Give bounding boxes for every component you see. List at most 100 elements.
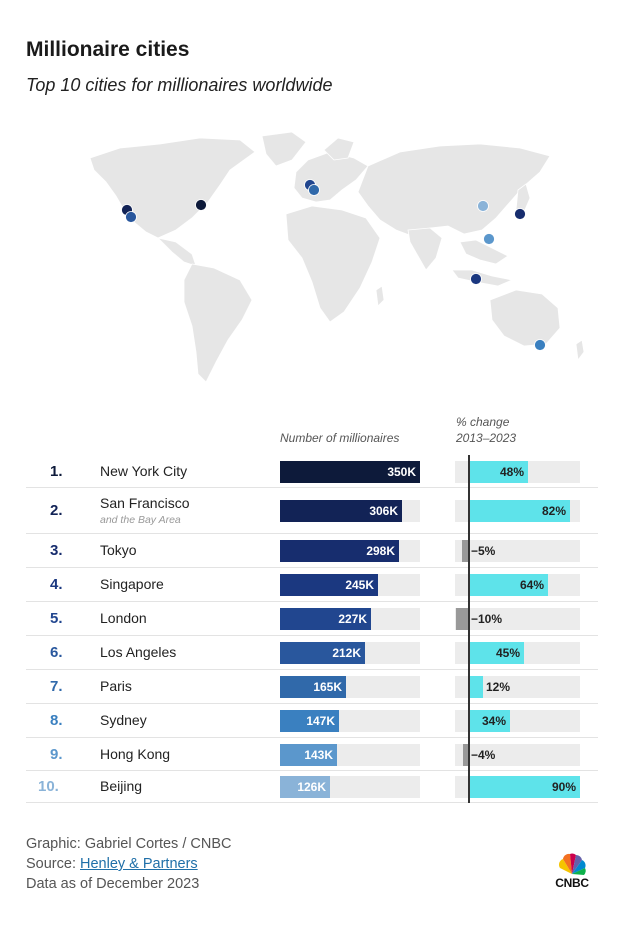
map-new-zealand bbox=[575, 339, 585, 362]
change-bar-track: 64% bbox=[455, 574, 580, 596]
count-bar-track: 165K bbox=[280, 676, 420, 698]
graphic-credit: Graphic: Gabriel Cortes / CNBC bbox=[26, 836, 232, 852]
table-row bbox=[26, 455, 598, 488]
change-bar bbox=[468, 776, 580, 798]
city-name: Singapore bbox=[100, 576, 164, 592]
change-zero-line bbox=[468, 455, 470, 803]
map-madagascar bbox=[375, 285, 385, 307]
count-bar bbox=[280, 642, 365, 664]
change-bar-track: −4% bbox=[455, 743, 580, 766]
rank-number: 7. bbox=[50, 678, 63, 695]
count-bar-track: 126K bbox=[280, 776, 420, 798]
count-bar-label: 147K bbox=[306, 714, 335, 728]
city-name: Hong Kong bbox=[100, 745, 171, 762]
change-bar-track: −5% bbox=[455, 540, 580, 562]
world-map bbox=[80, 130, 610, 390]
cnbc-logo-text: CNBC bbox=[555, 876, 589, 890]
count-bar-track: 147K bbox=[280, 710, 420, 732]
change-bar-track: 90% bbox=[455, 776, 580, 798]
map-greenland bbox=[261, 131, 307, 167]
count-bar-track: 306K bbox=[280, 500, 420, 522]
map-south-america bbox=[183, 263, 253, 383]
map-dot bbox=[470, 273, 482, 285]
city-name: Sydney bbox=[100, 712, 147, 728]
change-bar-track: −10% bbox=[455, 608, 580, 630]
change-bar bbox=[462, 540, 468, 562]
change-column-header-line1: % change bbox=[456, 415, 510, 429]
source-line: Source: Henley & Partners bbox=[26, 856, 198, 872]
map-dot bbox=[308, 184, 320, 196]
table-row bbox=[26, 602, 598, 636]
change-bar-label: 48% bbox=[499, 464, 524, 479]
table-row bbox=[26, 636, 598, 670]
change-bar-label: −5% bbox=[471, 544, 496, 558]
change-bar-track: 48% bbox=[455, 460, 580, 483]
count-bar bbox=[280, 676, 346, 698]
change-bar-track: 45% bbox=[455, 642, 580, 664]
count-bar bbox=[280, 460, 420, 483]
rank-number: 8. bbox=[50, 712, 63, 729]
change-bar-label: 12% bbox=[486, 680, 511, 694]
count-bar-label: 165K bbox=[313, 680, 342, 694]
city-name: Tokyo bbox=[100, 542, 137, 558]
change-bar bbox=[463, 743, 468, 766]
rank-number: 5. bbox=[50, 610, 63, 627]
table-row bbox=[26, 568, 598, 602]
map-dot bbox=[477, 200, 489, 212]
change-bar bbox=[468, 642, 524, 664]
world-map-svg bbox=[89, 131, 585, 383]
table-row bbox=[26, 488, 598, 534]
count-bar-track: 298K bbox=[280, 540, 420, 562]
map-dot bbox=[125, 211, 137, 223]
change-bar-label: −10% bbox=[471, 612, 503, 626]
count-bar-track: 227K bbox=[280, 608, 420, 630]
map-japan bbox=[515, 183, 531, 213]
count-bar bbox=[280, 608, 371, 630]
city-name: San Francisco bbox=[100, 495, 190, 511]
change-bar bbox=[468, 676, 483, 698]
source-prefix: Source: bbox=[26, 856, 80, 872]
map-city-dots bbox=[121, 179, 546, 351]
source-link[interactable]: Henley & Partners bbox=[80, 856, 198, 872]
count-bar bbox=[280, 500, 402, 522]
change-bar-track: 34% bbox=[455, 710, 580, 732]
count-column-header: Number of millionaires bbox=[280, 431, 400, 445]
change-bar-label: 45% bbox=[495, 646, 520, 660]
map-se-asia bbox=[459, 239, 509, 265]
change-column-header-line2: 2013–2023 bbox=[456, 431, 517, 445]
map-scandinavia bbox=[323, 137, 355, 161]
chart-title: Millionaire cities bbox=[26, 38, 190, 61]
rank-number: 4. bbox=[50, 576, 63, 593]
change-bar-label: 90% bbox=[551, 780, 576, 794]
count-bar-label: 298K bbox=[366, 544, 395, 558]
change-bar bbox=[456, 608, 468, 630]
change-bar bbox=[468, 574, 548, 596]
count-bar-track: 143K bbox=[280, 743, 420, 766]
count-bar-track: 212K bbox=[280, 642, 420, 664]
count-bar bbox=[280, 710, 339, 732]
table-row bbox=[26, 771, 598, 803]
change-bar-track: 82% bbox=[455, 500, 580, 522]
map-dot bbox=[534, 339, 546, 351]
change-bar-label: 34% bbox=[481, 714, 506, 728]
city-subtitle: and the Bay Area bbox=[100, 514, 181, 526]
count-bar-label: 143K bbox=[304, 747, 333, 762]
map-dot bbox=[514, 208, 526, 220]
change-bar-label: 64% bbox=[519, 578, 544, 592]
count-bar-label: 306K bbox=[369, 504, 398, 518]
chart-subtitle: Top 10 cities for millionaires worldwide bbox=[26, 75, 333, 95]
change-bar bbox=[468, 460, 528, 483]
city-name: Beijing bbox=[100, 778, 143, 794]
count-bar-label: 245K bbox=[345, 578, 374, 592]
map-indonesia bbox=[451, 269, 514, 287]
count-bar bbox=[280, 540, 399, 562]
rank-number: 6. bbox=[50, 644, 63, 661]
change-bar-label: −4% bbox=[471, 747, 496, 762]
change-bar-label: 82% bbox=[541, 504, 566, 518]
map-dot bbox=[195, 199, 207, 211]
map-india bbox=[407, 227, 443, 271]
map-africa bbox=[285, 205, 381, 323]
change-bar bbox=[468, 710, 510, 732]
rank-number: 2. bbox=[50, 502, 63, 519]
table-row bbox=[26, 670, 598, 704]
